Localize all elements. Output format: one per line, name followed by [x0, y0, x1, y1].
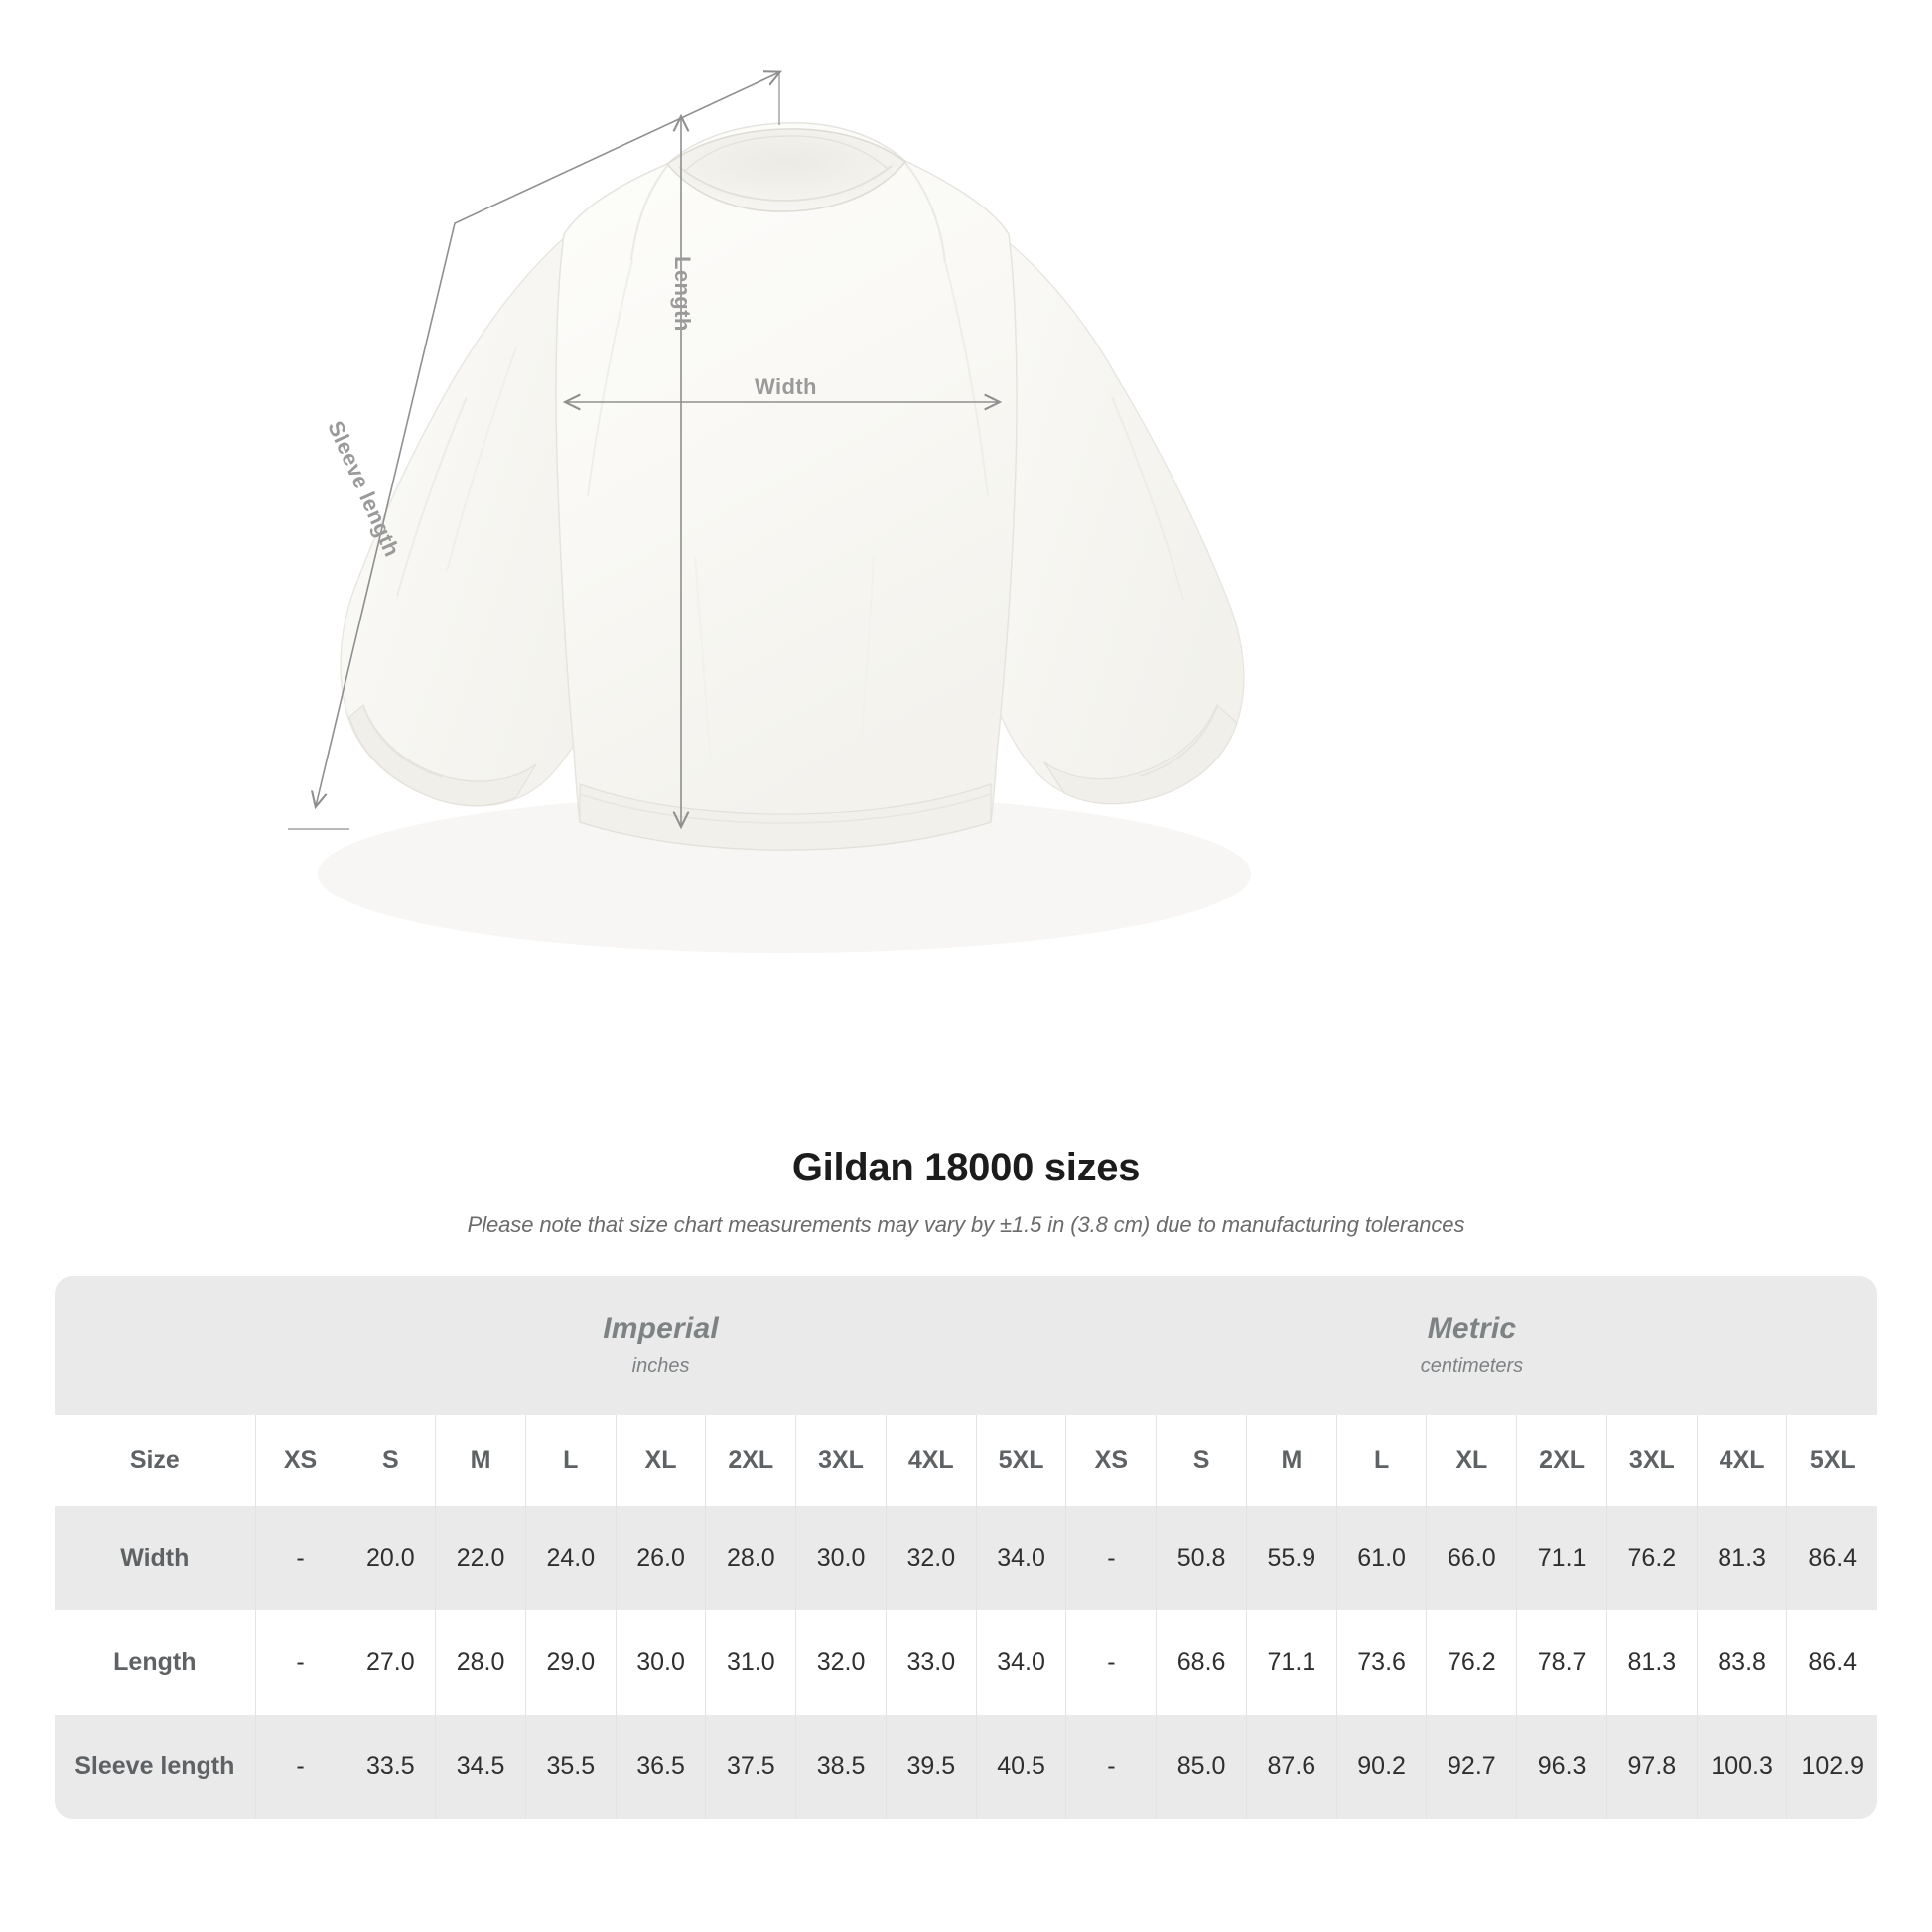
cell-length-met-2xl: 78.7: [1516, 1610, 1607, 1715]
cell-sleeve-met-xs: -: [1065, 1715, 1157, 1819]
cell-width-imp-s: 20.0: [345, 1506, 436, 1610]
page-title: Gildan 18000 sizes: [791, 1146, 1141, 1189]
size-chart-table: Imperial inches Metric centimeters Size …: [55, 1276, 1877, 1819]
cell-sleeve-imp-s: 33.5: [345, 1715, 436, 1819]
size-col-imp-5xl: 5XL: [975, 1415, 1066, 1506]
cell-length-imp-5xl: 34.0: [975, 1610, 1066, 1715]
cell-sleeve-met-2xl: 96.3: [1516, 1715, 1607, 1819]
size-col-met-m: M: [1245, 1415, 1337, 1506]
cell-width-imp-l: 24.0: [524, 1506, 617, 1610]
heading-block: Gildan 18000 sizes Please note that size…: [0, 1142, 1932, 1238]
sweatshirt-illustration: [288, 0, 1251, 953]
size-col-met-4xl: 4XL: [1696, 1415, 1787, 1506]
cell-sleeve-imp-2xl: 37.5: [705, 1715, 796, 1819]
unit-group-imperial-name: Imperial: [603, 1312, 719, 1345]
cell-width-met-4xl: 81.3: [1696, 1506, 1787, 1610]
cell-length-imp-m: 28.0: [435, 1610, 526, 1715]
length-label: Length: [670, 256, 695, 332]
width-label: Width: [755, 374, 817, 399]
cell-width-met-5xl: 86.4: [1786, 1506, 1877, 1610]
size-col-met-3xl: 3XL: [1605, 1415, 1698, 1506]
size-header-label: Size: [55, 1415, 256, 1506]
size-col-imp-4xl: 4XL: [885, 1415, 977, 1506]
cell-width-imp-4xl: 32.0: [885, 1506, 977, 1610]
cell-width-met-3xl: 76.2: [1605, 1506, 1698, 1610]
size-col-met-xl: XL: [1426, 1415, 1517, 1506]
tolerance-note: Please note that size chart measurements…: [467, 1212, 1465, 1237]
table-row: Width - 20.0 22.0 24.0 26.0 28.0 30.0 32…: [55, 1506, 1877, 1610]
cell-width-met-xl: 66.0: [1426, 1506, 1517, 1610]
cell-length-met-xs: -: [1065, 1610, 1157, 1715]
cell-width-imp-5xl: 34.0: [975, 1506, 1066, 1610]
size-col-imp-m: M: [435, 1415, 526, 1506]
size-col-imp-xl: XL: [615, 1415, 706, 1506]
cell-length-met-4xl: 83.8: [1696, 1610, 1787, 1715]
cell-length-imp-2xl: 31.0: [705, 1610, 796, 1715]
cell-sleeve-met-s: 85.0: [1156, 1715, 1247, 1819]
size-col-met-s: S: [1156, 1415, 1247, 1506]
cell-length-met-xl: 76.2: [1426, 1610, 1517, 1715]
size-col-imp-l: L: [524, 1415, 617, 1506]
size-col-met-5xl: 5XL: [1786, 1415, 1877, 1506]
cell-width-imp-m: 22.0: [435, 1506, 526, 1610]
size-col-imp-3xl: 3XL: [795, 1415, 887, 1506]
cell-length-imp-xs: -: [254, 1610, 345, 1715]
cell-sleeve-imp-3xl: 38.5: [795, 1715, 887, 1819]
unit-group-metric-sub: centimeters: [1420, 1355, 1524, 1377]
unit-band-spacer: [55, 1276, 256, 1415]
cell-sleeve-imp-xl: 36.5: [615, 1715, 706, 1819]
cell-sleeve-imp-m: 34.5: [435, 1715, 526, 1819]
cell-length-imp-4xl: 33.0: [885, 1610, 977, 1715]
table-row: Length - 27.0 28.0 29.0 30.0 31.0 32.0 3…: [55, 1610, 1877, 1715]
cell-width-met-m: 55.9: [1245, 1506, 1337, 1610]
cell-sleeve-met-l: 90.2: [1335, 1715, 1427, 1819]
cell-length-met-l: 73.6: [1335, 1610, 1427, 1715]
unit-group-imperial: Imperial inches: [255, 1276, 1066, 1415]
cell-length-imp-3xl: 32.0: [795, 1610, 887, 1715]
cell-length-imp-xl: 30.0: [615, 1610, 706, 1715]
cell-sleeve-imp-5xl: 40.5: [975, 1715, 1066, 1819]
cell-sleeve-imp-l: 35.5: [524, 1715, 617, 1819]
unit-group-metric-name: Metric: [1427, 1312, 1517, 1345]
cell-sleeve-met-xl: 92.7: [1426, 1715, 1517, 1819]
cell-sleeve-imp-xs: -: [254, 1715, 345, 1819]
cell-sleeve-met-m: 87.6: [1245, 1715, 1337, 1819]
cell-width-met-2xl: 71.1: [1516, 1506, 1607, 1610]
cell-length-met-5xl: 86.4: [1786, 1610, 1877, 1715]
row-label-sleeve-length: Sleeve length: [55, 1715, 256, 1819]
row-label-width: Width: [55, 1506, 256, 1610]
cell-sleeve-met-4xl: 100.3: [1696, 1715, 1787, 1819]
garment-diagram: Length Width Sleeve length: [288, 0, 1251, 953]
size-col-imp-2xl: 2XL: [705, 1415, 796, 1506]
unit-group-row: Imperial inches Metric centimeters: [55, 1276, 1877, 1415]
cell-width-met-l: 61.0: [1335, 1506, 1427, 1610]
size-col-imp-xs: XS: [254, 1415, 345, 1506]
cell-width-imp-3xl: 30.0: [795, 1506, 887, 1610]
cell-width-met-s: 50.8: [1156, 1506, 1247, 1610]
cell-length-imp-l: 29.0: [524, 1610, 617, 1715]
cell-length-met-m: 71.1: [1245, 1610, 1337, 1715]
cell-width-imp-2xl: 28.0: [705, 1506, 796, 1610]
cell-length-imp-s: 27.0: [345, 1610, 436, 1715]
cell-width-imp-xs: -: [254, 1506, 345, 1610]
row-label-length: Length: [55, 1610, 256, 1715]
cell-sleeve-met-5xl: 102.9: [1786, 1715, 1877, 1819]
table-row: Sleeve length - 33.5 34.5 35.5 36.5 37.5…: [55, 1715, 1877, 1819]
cell-width-met-xs: -: [1065, 1506, 1157, 1610]
unit-group-metric: Metric centimeters: [1065, 1276, 1877, 1415]
size-col-imp-s: S: [345, 1415, 436, 1506]
cell-sleeve-imp-4xl: 39.5: [885, 1715, 977, 1819]
size-col-met-2xl: 2XL: [1516, 1415, 1607, 1506]
size-header-row: Size XS S M L XL 2XL 3XL 4XL 5XL XS S M …: [55, 1415, 1877, 1506]
size-col-met-l: L: [1335, 1415, 1427, 1506]
sleeve-length-measurement-line: [316, 72, 779, 806]
size-chart-table-container: Imperial inches Metric centimeters Size …: [55, 1276, 1877, 1819]
cell-sleeve-met-3xl: 97.8: [1605, 1715, 1698, 1819]
size-col-met-xs: XS: [1065, 1415, 1157, 1506]
unit-group-imperial-sub: inches: [631, 1355, 690, 1377]
cell-length-met-3xl: 81.3: [1605, 1610, 1698, 1715]
cell-width-imp-xl: 26.0: [615, 1506, 706, 1610]
cell-length-met-s: 68.6: [1156, 1610, 1247, 1715]
